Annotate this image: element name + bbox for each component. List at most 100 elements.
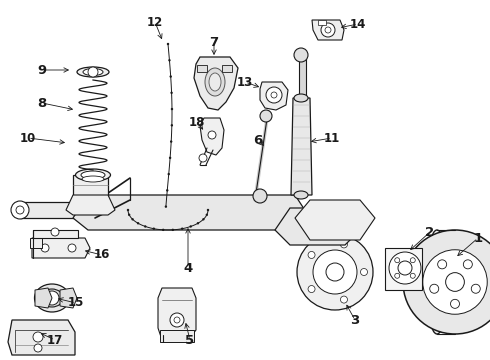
Text: 1: 1	[473, 231, 483, 244]
Circle shape	[464, 260, 472, 269]
Text: 10: 10	[20, 131, 36, 144]
Circle shape	[165, 206, 167, 208]
Circle shape	[51, 228, 59, 236]
Circle shape	[321, 23, 335, 37]
Polygon shape	[30, 238, 42, 248]
Ellipse shape	[82, 176, 104, 182]
Circle shape	[450, 299, 460, 308]
Circle shape	[438, 260, 447, 269]
Text: 15: 15	[68, 297, 84, 310]
Circle shape	[395, 273, 400, 278]
Ellipse shape	[81, 171, 105, 179]
Text: 11: 11	[324, 131, 340, 144]
Polygon shape	[260, 82, 288, 110]
Circle shape	[128, 213, 130, 216]
Ellipse shape	[294, 94, 308, 102]
Ellipse shape	[75, 169, 111, 181]
Circle shape	[170, 75, 172, 78]
Polygon shape	[312, 20, 344, 40]
Circle shape	[169, 157, 171, 159]
Circle shape	[410, 273, 416, 278]
Polygon shape	[197, 65, 207, 72]
Circle shape	[403, 230, 490, 334]
Text: 13: 13	[237, 76, 253, 89]
Polygon shape	[73, 195, 310, 230]
Polygon shape	[60, 288, 77, 308]
Text: 7: 7	[209, 36, 219, 49]
Circle shape	[127, 209, 129, 211]
Circle shape	[207, 209, 209, 211]
Circle shape	[202, 218, 205, 220]
Polygon shape	[66, 195, 115, 215]
Circle shape	[45, 291, 59, 305]
Circle shape	[471, 284, 480, 293]
Polygon shape	[275, 208, 360, 245]
Polygon shape	[222, 65, 232, 72]
Circle shape	[137, 222, 139, 225]
Circle shape	[325, 27, 331, 33]
Text: 2: 2	[425, 225, 435, 239]
Circle shape	[206, 213, 208, 216]
Text: 6: 6	[253, 134, 263, 147]
Text: 4: 4	[183, 261, 193, 274]
Text: 17: 17	[47, 333, 63, 346]
Text: 8: 8	[37, 96, 47, 109]
Ellipse shape	[426, 230, 448, 334]
Circle shape	[266, 87, 282, 103]
Circle shape	[208, 131, 216, 139]
Circle shape	[131, 218, 134, 220]
Polygon shape	[200, 118, 224, 155]
Circle shape	[430, 284, 439, 293]
Polygon shape	[385, 248, 422, 290]
Circle shape	[170, 313, 184, 327]
Circle shape	[168, 173, 170, 175]
Circle shape	[410, 258, 416, 263]
Polygon shape	[35, 288, 52, 308]
Circle shape	[308, 285, 315, 293]
Circle shape	[171, 124, 173, 126]
Polygon shape	[299, 55, 306, 100]
Circle shape	[152, 228, 155, 230]
Polygon shape	[158, 288, 196, 340]
Circle shape	[297, 234, 373, 310]
Text: 9: 9	[37, 63, 47, 77]
Circle shape	[395, 258, 400, 263]
Circle shape	[34, 344, 42, 352]
Polygon shape	[33, 230, 78, 238]
Circle shape	[199, 154, 207, 162]
Ellipse shape	[41, 289, 63, 307]
Polygon shape	[194, 57, 238, 110]
Circle shape	[166, 189, 169, 192]
Circle shape	[68, 244, 76, 252]
Ellipse shape	[77, 67, 109, 77]
Circle shape	[253, 189, 267, 203]
Circle shape	[294, 48, 308, 62]
Ellipse shape	[83, 68, 103, 76]
Ellipse shape	[294, 191, 308, 199]
Circle shape	[144, 225, 147, 228]
Circle shape	[174, 317, 180, 323]
Circle shape	[181, 228, 183, 230]
Circle shape	[33, 332, 43, 342]
Circle shape	[341, 241, 347, 248]
Ellipse shape	[34, 284, 70, 312]
Bar	[318, 20, 326, 25]
Ellipse shape	[209, 73, 221, 91]
Circle shape	[260, 110, 272, 122]
Text: 3: 3	[350, 314, 360, 327]
Polygon shape	[20, 202, 95, 218]
Circle shape	[326, 263, 344, 281]
Circle shape	[171, 91, 173, 94]
Text: 16: 16	[94, 248, 110, 261]
Circle shape	[162, 229, 164, 231]
Circle shape	[171, 108, 173, 110]
Circle shape	[41, 244, 49, 252]
Circle shape	[361, 269, 368, 275]
Circle shape	[389, 252, 421, 284]
Circle shape	[88, 67, 98, 77]
Text: 5: 5	[185, 333, 195, 346]
Circle shape	[398, 261, 412, 275]
Circle shape	[16, 206, 24, 214]
Polygon shape	[295, 200, 375, 240]
Polygon shape	[160, 330, 194, 342]
